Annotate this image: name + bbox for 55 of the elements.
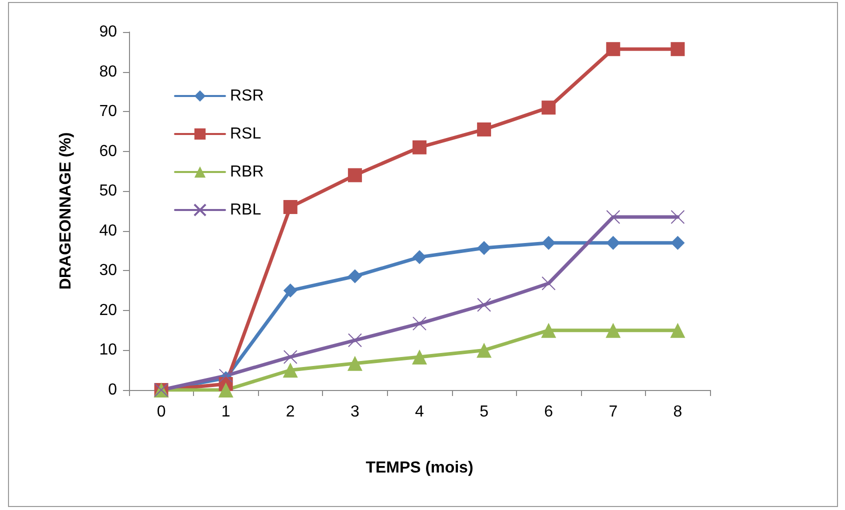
point	[670, 42, 685, 56]
point	[348, 168, 362, 182]
y-tick-label: 60	[99, 142, 118, 160]
point	[670, 210, 685, 224]
x-tick-label: 0	[156, 404, 166, 420]
point	[347, 356, 362, 371]
point	[412, 349, 427, 364]
y-tick-label: 70	[99, 103, 118, 120]
point	[282, 362, 298, 378]
y-tick-label: 90	[99, 24, 118, 40]
point	[541, 322, 556, 338]
point	[412, 140, 426, 154]
x-tick-label: 8	[673, 404, 682, 420]
x-tick-label: 4	[415, 404, 424, 420]
point	[218, 368, 233, 383]
legend-label: RSL	[230, 126, 262, 142]
point	[412, 250, 426, 264]
legend-label: RBL	[230, 202, 262, 218]
y-tick-label: 40	[99, 222, 118, 240]
point	[542, 276, 556, 290]
point	[348, 333, 362, 348]
point	[670, 236, 685, 250]
y-tick-label: 20	[99, 302, 118, 319]
point	[477, 298, 492, 312]
point	[283, 284, 298, 298]
y-tick-label: 30	[99, 262, 118, 280]
x-axis-title: TEMPS (mois)	[366, 460, 474, 476]
point	[670, 322, 686, 338]
y-tick-label: 0	[108, 382, 118, 398]
point	[542, 100, 556, 115]
point	[477, 240, 492, 255]
point	[606, 322, 621, 338]
point	[477, 122, 492, 136]
point	[218, 382, 234, 398]
x-tick-label: 5	[480, 404, 489, 420]
point	[606, 236, 620, 250]
x-tick-label: 3	[350, 404, 360, 420]
point	[283, 350, 298, 364]
legend-label: RBR	[230, 164, 264, 180]
y-axis-title: DRAGEONNAGE (%)	[58, 132, 74, 290]
y-tick-label: 10	[99, 342, 118, 359]
legend-label: RSR	[230, 88, 264, 104]
y-tick-label: 80	[99, 63, 118, 80]
x-tick-label: 2	[286, 404, 295, 420]
point	[606, 210, 620, 224]
point	[606, 42, 620, 56]
point	[283, 200, 298, 214]
point	[476, 342, 492, 358]
point	[348, 269, 362, 284]
point	[412, 316, 426, 331]
x-tick-label: 7	[608, 404, 618, 420]
x-tick-label: 6	[544, 404, 554, 420]
x-tick-label: 1	[221, 404, 230, 420]
point	[542, 236, 556, 250]
y-tick-label: 50	[99, 182, 118, 200]
